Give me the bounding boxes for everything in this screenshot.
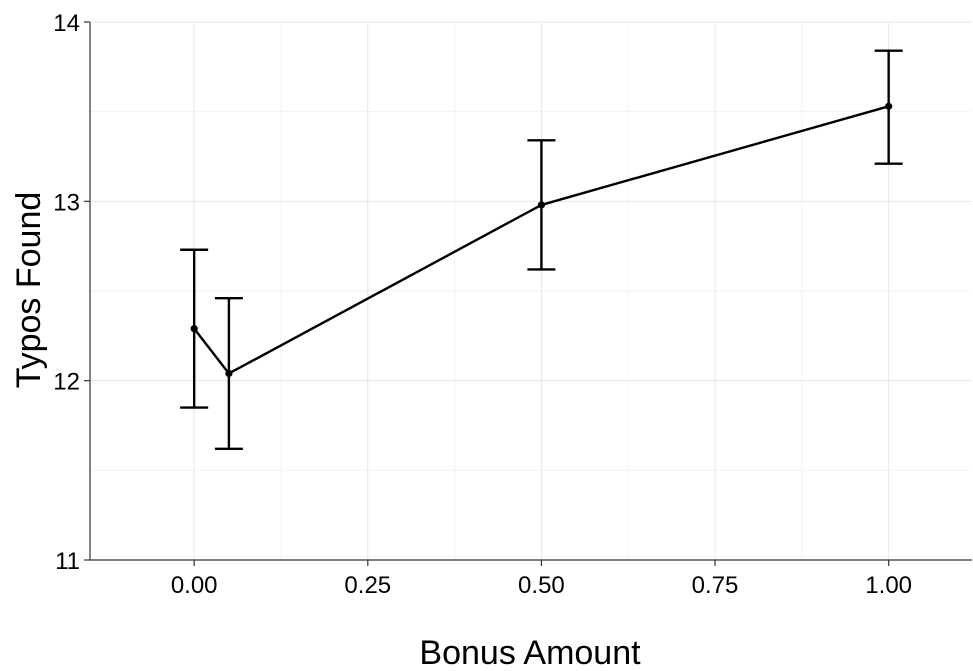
data-point <box>225 370 232 377</box>
y-tick-label: 12 <box>53 369 80 396</box>
data-point <box>885 103 892 110</box>
x-tick-label: 1.00 <box>865 572 912 599</box>
y-axis-title: Typos Found <box>10 192 48 389</box>
data-point <box>191 325 198 332</box>
x-tick-label: 0.50 <box>518 572 565 599</box>
y-tick-label: 14 <box>53 10 80 37</box>
y-tick-label: 11 <box>55 548 80 575</box>
x-tick-label: 0.00 <box>171 572 218 599</box>
y-tick-label: 13 <box>53 189 80 216</box>
axes <box>84 22 972 566</box>
grid-lines <box>90 22 972 560</box>
data-point <box>538 201 545 208</box>
x-tick-label: 0.25 <box>344 572 391 599</box>
tick-labels: 0.00 0.25 0.50 0.75 1.00 11 12 13 14 <box>53 10 912 599</box>
x-tick-label: 0.75 <box>692 572 739 599</box>
x-axis-title: Bonus Amount <box>419 634 641 671</box>
